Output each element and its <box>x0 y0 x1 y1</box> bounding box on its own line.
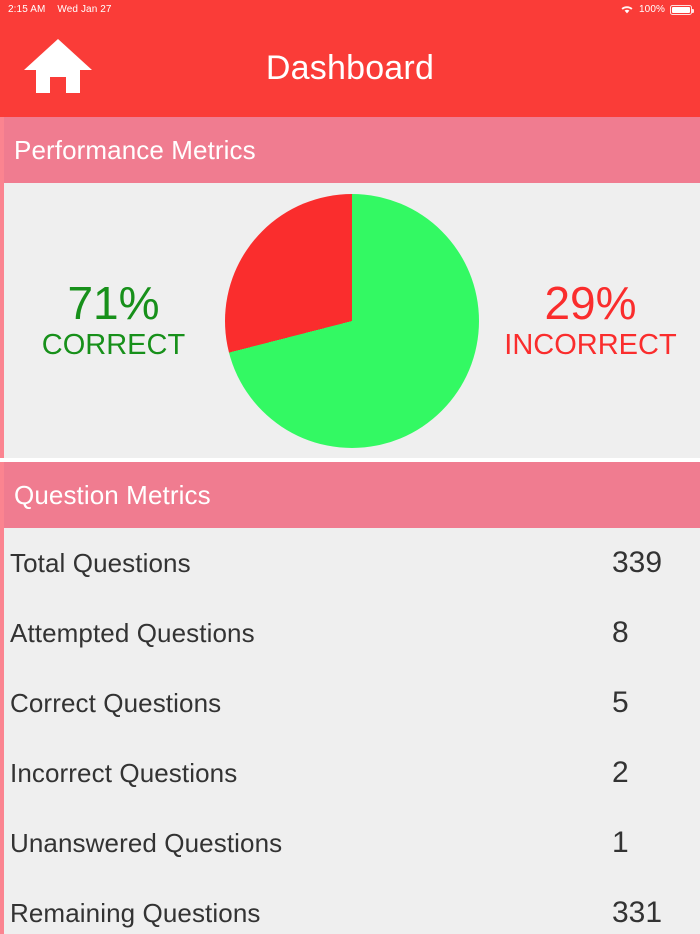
pie-chart-graphic <box>225 193 479 448</box>
metric-row: Incorrect Questions 2 <box>4 738 700 808</box>
navbar: Dashboard <box>0 19 700 117</box>
incorrect-label: INCORRECT <box>504 328 677 361</box>
correct-label: CORRECT <box>41 328 186 361</box>
metric-row: Attempted Questions 8 <box>4 598 700 668</box>
section-header-question-metrics: Question Metrics <box>0 462 700 528</box>
incorrect-percent: 29% <box>544 276 637 329</box>
metric-value: 5 <box>612 686 629 719</box>
performance-pie-chart <box>223 193 481 448</box>
section-title-question: Question Metrics <box>14 479 211 510</box>
status-time: 2:15 AM <box>8 4 46 15</box>
metric-value: 339 <box>612 546 663 579</box>
metric-value: 8 <box>612 616 629 649</box>
status-date: Wed Jan 27 <box>57 4 112 15</box>
metric-label: Remaining Questions <box>10 897 261 928</box>
page-title: Dashboard <box>265 48 435 87</box>
metric-row: Unanswered Questions 1 <box>4 808 700 878</box>
metric-row: Correct Questions 5 <box>4 668 700 738</box>
section-divider <box>0 458 700 462</box>
metric-row: Total Questions 339 <box>4 528 700 598</box>
status-bar-right: 100% <box>620 3 695 17</box>
home-button[interactable] <box>22 37 94 100</box>
metric-label: Incorrect Questions <box>10 757 238 788</box>
section-header-performance-metrics: Performance Metrics <box>0 117 700 183</box>
metric-value: 331 <box>612 896 663 929</box>
status-bar-left: 2:15 AM Wed Jan 27 <box>8 4 112 15</box>
section-title-performance: Performance Metrics <box>14 134 256 165</box>
metric-label: Attempted Questions <box>10 617 255 648</box>
correct-percent: 71% <box>67 276 160 329</box>
performance-metrics-card: 71% CORRECT 29% INCORRECT <box>0 183 700 458</box>
wifi-icon <box>620 3 634 17</box>
incorrect-stat: 29% INCORRECT <box>481 276 700 363</box>
metric-value: 2 <box>612 756 629 789</box>
question-metrics-list: Total Questions 339 Attempted Questions 8 Co… <box>0 528 700 934</box>
battery-percent-label: 100% <box>639 4 665 15</box>
status-bar: 2:15 AM Wed Jan 27 100% <box>0 0 700 19</box>
home-icon <box>22 37 94 100</box>
correct-stat: 71% CORRECT <box>4 276 223 363</box>
metric-label: Unanswered Questions <box>10 827 283 858</box>
metric-row: Remaining Questions 331 <box>4 878 700 934</box>
metric-label: Total Questions <box>10 547 191 578</box>
battery-full-icon <box>670 4 695 15</box>
metric-value: 1 <box>612 826 629 859</box>
metric-label: Correct Questions <box>10 687 222 718</box>
